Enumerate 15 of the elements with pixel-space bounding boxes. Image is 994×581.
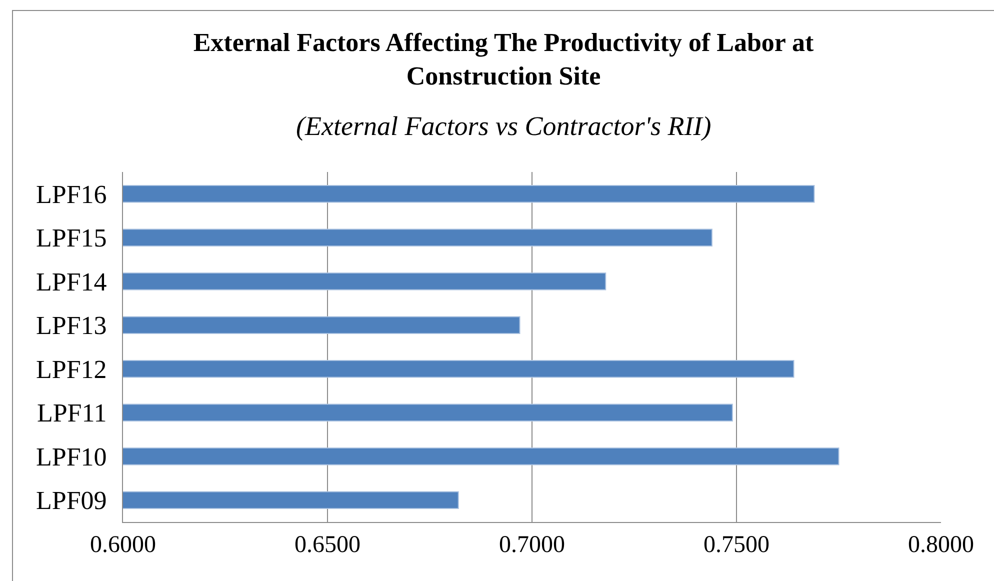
y-tick-label: LPF09 (36, 486, 107, 516)
chart-subtitle: (External Factors vs Contractor's RII) (296, 111, 712, 141)
x-tick-label: 0.7500 (704, 532, 770, 558)
x-tick-label: 0.6000 (90, 532, 156, 558)
y-tick-label: LPF13 (36, 311, 107, 340)
x-tick-label: 0.7000 (499, 532, 565, 558)
x-tick-label: 0.8000 (908, 532, 974, 558)
x-tick-label: 0.6500 (294, 532, 360, 558)
y-tick-label: LPF15 (36, 224, 107, 253)
y-tick-label: LPF11 (36, 398, 107, 428)
y-tick-label: LPF16 (36, 180, 107, 209)
y-tick-label: LPF14 (36, 267, 107, 296)
y-tick-label: LPF12 (36, 354, 107, 384)
y-tick-label: LPF10 (36, 442, 107, 472)
chart-title: External Factors Affecting The Productivity of Labor at Construction Site (193, 28, 814, 91)
